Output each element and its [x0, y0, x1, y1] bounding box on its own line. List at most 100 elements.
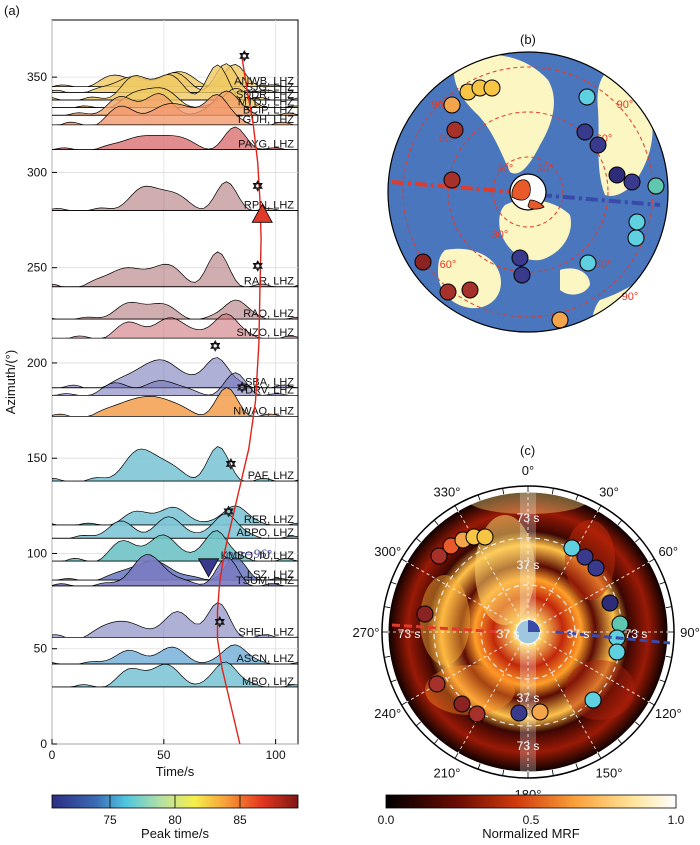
polar-spoke	[457, 631, 529, 754]
triangle-up-marker	[251, 203, 273, 223]
panel-a-ylabel: Azimuth/(°)	[3, 350, 18, 414]
station-circle	[483, 79, 501, 97]
polar-spoke	[527, 510, 599, 633]
station-waveform	[52, 602, 298, 638]
station-label: ABPO, LHZ	[237, 527, 295, 539]
polar-angle-label: 0°	[522, 463, 534, 478]
station-waveform	[52, 372, 298, 396]
polar-station-markers	[416, 528, 629, 723]
panel-a-xlabel: Time/s	[156, 764, 195, 779]
polar-station-circle	[587, 559, 605, 577]
polar-radius-labels: 37 s 73 s 37 s 73 s 37 s 73 s 37 s 73 s	[398, 511, 648, 753]
polar-tick	[659, 679, 666, 683]
polar-station-circle	[531, 703, 549, 721]
polar-tick	[454, 753, 459, 759]
y-tick-label: 250	[27, 261, 47, 275]
ring-label: 90°	[622, 291, 639, 303]
polar-tick	[665, 606, 672, 609]
distance-ring	[447, 111, 609, 273]
polar-tick	[634, 537, 641, 543]
polar-spoke	[527, 561, 650, 633]
polar-radius-label: 37 s	[517, 691, 540, 705]
station-waveform	[52, 387, 298, 417]
station-waveform	[52, 64, 298, 101]
colorbar-tick-label: 75	[103, 813, 117, 827]
polar-tick	[597, 505, 602, 511]
station-label: MTDJ, LHZ	[238, 97, 295, 109]
panel-c-label: (c)	[520, 443, 535, 458]
station-circle	[628, 213, 646, 231]
y-tick-label: 200	[27, 356, 47, 370]
polar-angle-label: 210°	[434, 765, 461, 780]
polar-station-circle	[416, 605, 434, 623]
station-label: TGUH, LHZ	[236, 114, 294, 126]
station-waveform	[52, 446, 298, 482]
polar-tick	[401, 558, 407, 563]
polar-spoke	[527, 631, 599, 754]
polar-azimuth-red	[391, 623, 501, 634]
colorbar-peak-time: 75 80 85 Peak time/s	[51, 794, 299, 841]
station-circle	[627, 229, 645, 247]
colorbar-mrf: 0.0 0.5 1.0 Normalized MRF	[378, 794, 685, 841]
polar-angle-label: 120°	[655, 706, 682, 721]
panel-b: (b) 30°30°30°60°60°60°60°90°90°90°	[387, 32, 669, 333]
beachball	[509, 173, 547, 211]
panel-c: (c) 0°30°60°90°120°150°180°210°240°270°3…	[353, 443, 700, 802]
station-circle	[513, 266, 531, 284]
station-label: DRV, LHZ	[245, 384, 294, 396]
station-label: NWAO, LHZ	[233, 405, 294, 417]
station-circle	[578, 88, 596, 106]
station-label: ASCN, LHZ	[237, 653, 295, 665]
station-label: MBO, LHZ	[242, 676, 294, 688]
polar-angle-label: 300°	[374, 544, 401, 559]
station-label: BCIP, LHZ	[243, 104, 294, 116]
x-tick-label: 50	[157, 748, 171, 762]
polar-angle-label: 150°	[596, 765, 623, 780]
colorbar-tick-label: 80	[168, 813, 182, 827]
panel-b-label: (b)	[520, 32, 536, 47]
station-circle	[576, 123, 594, 141]
polar-tick	[575, 763, 579, 770]
station-label: RAO, LHZ	[243, 308, 294, 320]
polar-tick	[433, 519, 439, 526]
polar-station-circle	[468, 705, 486, 723]
peak-star-marker: ✡	[236, 380, 248, 396]
polar-tick	[502, 488, 505, 495]
colorbar-tick-label: 0.5	[523, 813, 540, 827]
polar-tick	[649, 558, 655, 563]
colorbar-tick-label: 1.0	[668, 813, 685, 827]
station-label: KMBO, IU,LHZ	[221, 550, 295, 562]
ring-label: 60°	[440, 259, 457, 271]
polar-station-circle	[584, 691, 602, 709]
polar-spoke	[527, 631, 650, 703]
x-tick-label: 0	[49, 748, 56, 762]
station-waveform	[52, 505, 298, 526]
polar-tick	[454, 505, 459, 511]
peak-star-marker: ✡	[209, 338, 221, 354]
station-circle	[439, 283, 457, 301]
station-circle	[608, 166, 626, 184]
distance-ring	[492, 156, 564, 228]
station-circle	[623, 173, 641, 191]
station-label: RPN, LHZ	[244, 200, 294, 212]
station-waveform	[52, 644, 298, 665]
ring-label: 60°	[595, 259, 612, 271]
station-label: PAF, LHZ	[248, 470, 295, 482]
polar-azimuth-blue	[555, 630, 671, 645]
peak-star-marker: ✡	[214, 614, 226, 630]
colorbar-peak-label: Peak time/s	[141, 826, 209, 841]
polar-tick	[415, 537, 422, 543]
polar-station-circle	[601, 594, 619, 612]
polar-angle-label: 60°	[658, 544, 678, 559]
polar-tick	[384, 606, 391, 609]
polar-station-circle	[453, 695, 471, 713]
station-label: RAR, LHZ	[244, 276, 294, 288]
map-boundary	[387, 51, 669, 333]
polar-radius-label: 73 s	[517, 739, 540, 753]
x-tick-label: 100	[266, 748, 286, 762]
station-circle	[511, 249, 529, 267]
peak-star-marker: ✡	[252, 178, 264, 194]
ring-label: 30°	[537, 163, 554, 175]
